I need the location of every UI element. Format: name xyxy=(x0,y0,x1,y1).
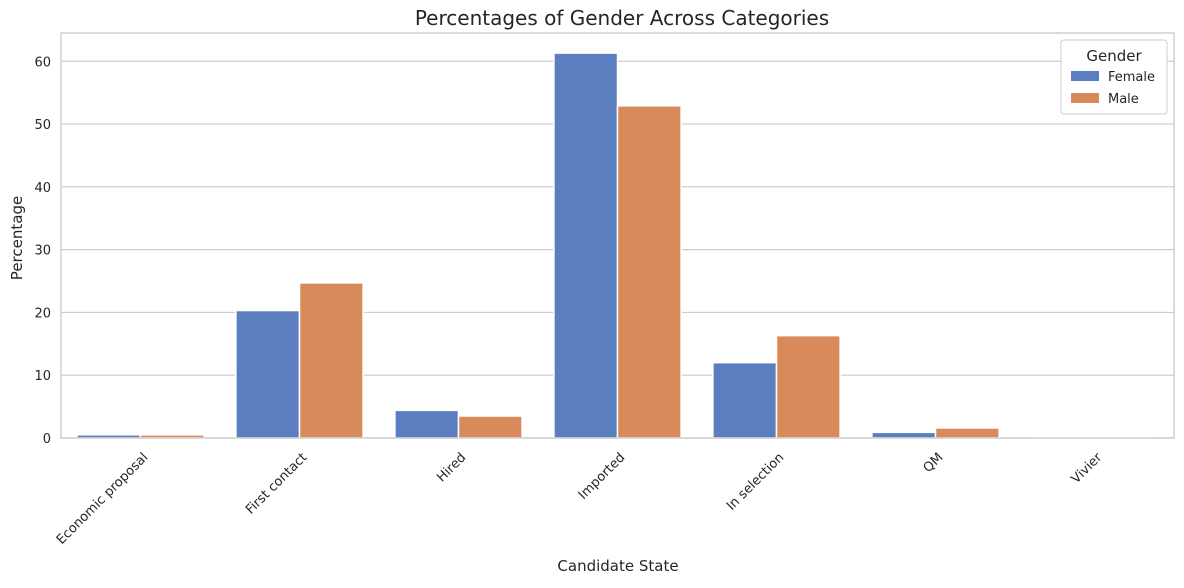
x-tick-label: Imported xyxy=(576,450,629,503)
legend-items: Female Male xyxy=(1071,70,1155,107)
y-tick-label: 60 xyxy=(34,55,51,70)
legend-swatch-male xyxy=(1071,93,1099,103)
x-tick-label: Hired xyxy=(434,450,469,485)
y-axis-label: Percentage xyxy=(8,196,26,280)
y-tick-label: 10 xyxy=(34,369,51,384)
chart-title: Percentages of Gender Across Categories xyxy=(415,6,829,30)
y-tick-label: 50 xyxy=(34,118,51,133)
y-ticks: 0 10 20 30 40 50 60 xyxy=(34,55,51,447)
bars-layer xyxy=(76,52,1159,439)
bar-male-2 xyxy=(457,415,523,439)
bar-female-2 xyxy=(394,409,460,439)
y-tick-label: 0 xyxy=(43,432,51,447)
bar-male-3 xyxy=(616,105,682,439)
x-axis-label: Candidate State xyxy=(557,557,678,575)
bar-female-4 xyxy=(712,361,778,439)
legend-label-male: Male xyxy=(1108,92,1139,107)
x-tick-label: In selection xyxy=(724,450,787,513)
x-tick-label: Economic proposal xyxy=(54,450,152,548)
bar-female-5 xyxy=(871,431,937,439)
bar-male-5 xyxy=(934,427,1000,439)
bar-male-1 xyxy=(298,282,364,439)
legend-swatch-female xyxy=(1071,71,1099,81)
bar-male-4 xyxy=(775,334,841,439)
bar-female-3 xyxy=(553,52,619,439)
x-tick-label: Vivier xyxy=(1069,450,1106,487)
legend-title: Gender xyxy=(1086,47,1142,65)
plot-frame xyxy=(60,32,1175,439)
x-tick-label: QM xyxy=(921,450,947,476)
x-tick-label: First contact xyxy=(243,450,310,517)
legend: Gender Female Male xyxy=(1060,39,1168,115)
y-tick-label: 30 xyxy=(34,244,51,259)
bar-female-1 xyxy=(235,309,301,439)
legend-label-female: Female xyxy=(1108,70,1155,85)
y-tick-label: 20 xyxy=(34,306,51,321)
x-ticks: Economic proposal First contact Hired Impor… xyxy=(54,450,1106,548)
y-tick-label: 40 xyxy=(34,181,51,196)
